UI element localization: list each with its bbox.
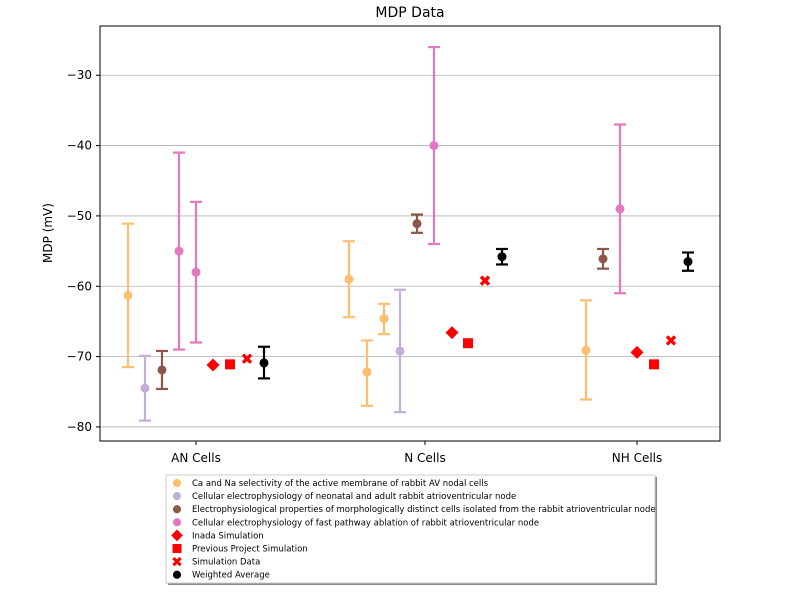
data-point <box>683 257 693 267</box>
y-tick-label: −40 <box>67 139 92 153</box>
data-point <box>445 326 459 340</box>
y-tick-label: −30 <box>67 68 92 82</box>
data-point <box>157 365 167 375</box>
data-point <box>497 252 507 262</box>
data-point <box>598 254 608 264</box>
legend-label: Weighted Average <box>192 571 270 581</box>
x-tick-label: AN Cells <box>171 451 221 465</box>
chart-title: MDP Data <box>375 5 444 21</box>
legend-entry: Cellular electrophysiology of neonatal a… <box>172 492 516 502</box>
y-tick-label: −50 <box>67 209 92 223</box>
axes: −30 −40 −50 −60 −70 −80 AN Cells N Cells NH Cell… <box>67 68 663 465</box>
data-point <box>191 267 201 277</box>
legend-entry: Cellular electrophysiology of fast pathw… <box>172 518 539 528</box>
data-point <box>362 367 372 377</box>
plot-frame <box>99 25 721 442</box>
legend-entry: Previous Project Simulation <box>172 544 308 555</box>
x-tick-label: N Cells <box>404 451 445 465</box>
legend-entry: Ca and Na selectivity of the active memb… <box>172 478 489 489</box>
data-point <box>479 275 491 286</box>
data-point <box>171 529 183 542</box>
legend-entry: Weighted Average <box>172 570 270 581</box>
data-point <box>241 353 253 364</box>
grid-lines <box>100 74 720 428</box>
data-point <box>649 359 659 370</box>
data-point <box>206 358 220 372</box>
legend-box <box>165 474 656 584</box>
legend-label: Simulation Data <box>192 558 260 568</box>
data-point <box>172 518 182 527</box>
data-point <box>172 492 182 501</box>
y-tick-label: −80 <box>67 420 92 434</box>
data-point <box>172 505 182 514</box>
legend-label: Inada Simulation <box>192 531 264 541</box>
legend-label: Ca and Na selectivity of the active memb… <box>192 479 489 489</box>
data-point <box>581 345 591 355</box>
legend-label: Cellular electrophysiology of neonatal a… <box>192 492 516 502</box>
x-tick-label: NH Cells <box>612 451 663 465</box>
legend-label: Electrophysiological properties of morph… <box>192 505 656 515</box>
data-point <box>412 219 422 229</box>
legend-entry: Electrophysiological properties of morph… <box>172 505 656 515</box>
legend-entry: Inada Simulation <box>171 529 264 542</box>
data-point <box>172 478 182 488</box>
legend-label: Cellular electrophysiology of fast pathw… <box>192 518 539 528</box>
legend: Ca and Na selectivity of the active memb… <box>165 474 657 585</box>
data-point <box>630 345 644 359</box>
data-point <box>665 335 677 346</box>
data-point <box>615 204 625 214</box>
data-point <box>140 383 150 393</box>
data-point <box>259 358 269 368</box>
data-point <box>225 359 235 370</box>
data-point <box>123 290 133 300</box>
data-point <box>379 314 389 324</box>
data-markers <box>123 141 693 393</box>
data-point <box>395 346 405 356</box>
data-point <box>174 246 184 256</box>
data-point <box>429 141 439 151</box>
data-point <box>172 570 182 579</box>
y-tick-label: −70 <box>67 350 92 364</box>
legend-label: Previous Project Simulation <box>192 545 308 555</box>
y-tick-label: −60 <box>67 279 92 293</box>
y-axis-label: MDP (mV) <box>41 203 55 263</box>
data-point <box>172 556 182 567</box>
data-point <box>463 338 473 349</box>
legend-entry: Simulation Data <box>172 556 260 568</box>
data-point <box>344 274 354 284</box>
data-point <box>172 544 182 553</box>
